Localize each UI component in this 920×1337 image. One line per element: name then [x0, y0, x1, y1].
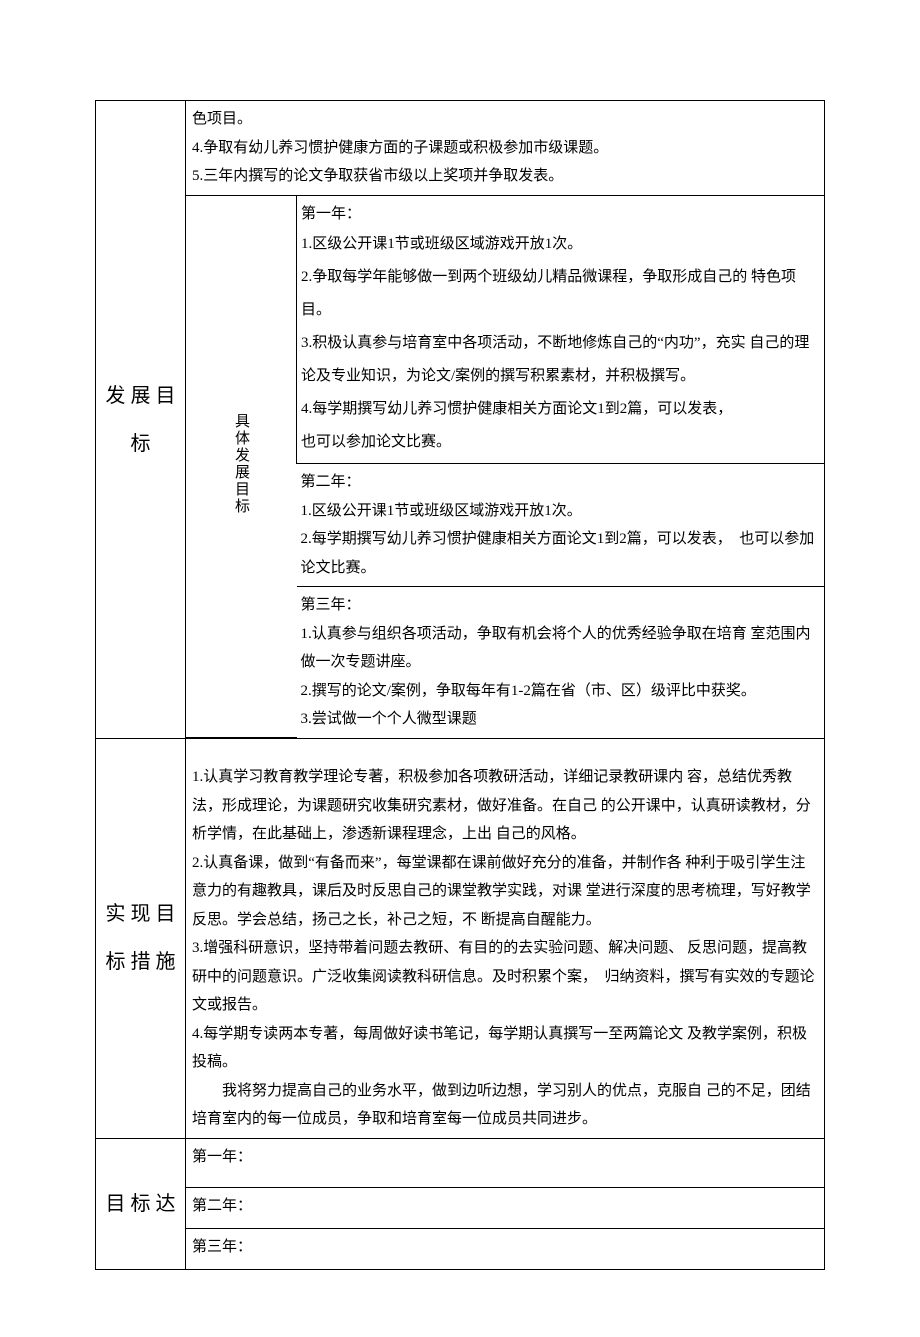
dev-goals-inner-table: 具体发展目标 第一年： 1.区级公开课1节或班级区域游戏开放1次。 2.争取每学… — [186, 196, 824, 739]
heading-text: 实 现 目 标 措 施 — [106, 903, 176, 973]
dev-goals-subheading: 具体发展目标 — [186, 196, 297, 738]
achieved-y2-label: 第二年： — [192, 1198, 252, 1214]
heading-text: 发 展 目 标 — [106, 385, 176, 455]
heading-text: 目 标 达 — [106, 1193, 176, 1215]
dev-goals-heading: 发 展 目 标 — [96, 101, 186, 739]
year1-cell: 第一年： 1.区级公开课1节或班级区域游戏开放1次。 2.争取每学年能够做一到两… — [297, 196, 825, 464]
measures-heading: 实 现 目 标 措 施 — [96, 739, 186, 1139]
achieved-heading: 目 标 达 — [96, 1138, 186, 1269]
document-page: 发 展 目 标 色项目。 4.争取有幼儿养习惯护健康方面的子课题或积极参加市级课… — [0, 0, 920, 1337]
achieved-y3-label: 第三年： — [192, 1239, 252, 1255]
dev-goals-top-text: 色项目。 4.争取有幼儿养习惯护健康方面的子课题或积极参加市级课题。 5.三年内… — [192, 105, 818, 191]
measures-cell: 1.认真学习教育教学理论专著，积极参加各项教研活动，详细记录教研课内 容，总结优… — [186, 739, 825, 1139]
dev-goals-top-cell: 色项目。 4.争取有幼儿养习惯护健康方面的子课题或积极参加市级课题。 5.三年内… — [186, 101, 825, 196]
year2-items: 1.区级公开课1节或班级区域游戏开放1次。 2.每学期撰写幼儿养习惯护健康相关方… — [301, 497, 821, 583]
achieved-y2-cell: 第二年： — [186, 1187, 825, 1228]
year3-cell: 第三年： 1.认真参与组织各项活动，争取有机会将个人的优秀经验争取在培育 室范围… — [297, 587, 825, 738]
year3-title: 第三年： — [301, 591, 821, 620]
achieved-y1-label: 第一年： — [192, 1149, 252, 1165]
dev-goals-detail-cell: 具体发展目标 第一年： 1.区级公开课1节或班级区域游戏开放1次。 2.争取每学… — [186, 195, 825, 739]
subheading-text: 具体发展目标 — [232, 413, 250, 515]
measures-content: 1.认真学习教育教学理论专著，积极参加各项教研活动，详细记录教研课内 容，总结优… — [192, 763, 818, 1077]
year1-items: 1.区级公开课1节或班级区域游戏开放1次。 2.争取每学年能够做一到两个班级幼儿… — [301, 228, 820, 459]
measures-closing: 我将努力提高自己的业务水平，做到边听边想，学习别人的优点，克服自 己的不足，团结… — [192, 1077, 818, 1134]
plan-table: 发 展 目 标 色项目。 4.争取有幼儿养习惯护健康方面的子课题或积极参加市级课… — [95, 100, 825, 1270]
year1-title: 第一年： — [301, 200, 820, 229]
achieved-y3-cell: 第三年： — [186, 1228, 825, 1269]
year2-cell: 第二年： 1.区级公开课1节或班级区域游戏开放1次。 2.每学期撰写幼儿养习惯护… — [297, 464, 825, 587]
achieved-y1-cell: 第一年： — [186, 1138, 825, 1187]
year2-title: 第二年： — [301, 468, 821, 497]
year3-items: 1.认真参与组织各项活动，争取有机会将个人的优秀经验争取在培育 室范围内做一次专… — [301, 620, 821, 734]
